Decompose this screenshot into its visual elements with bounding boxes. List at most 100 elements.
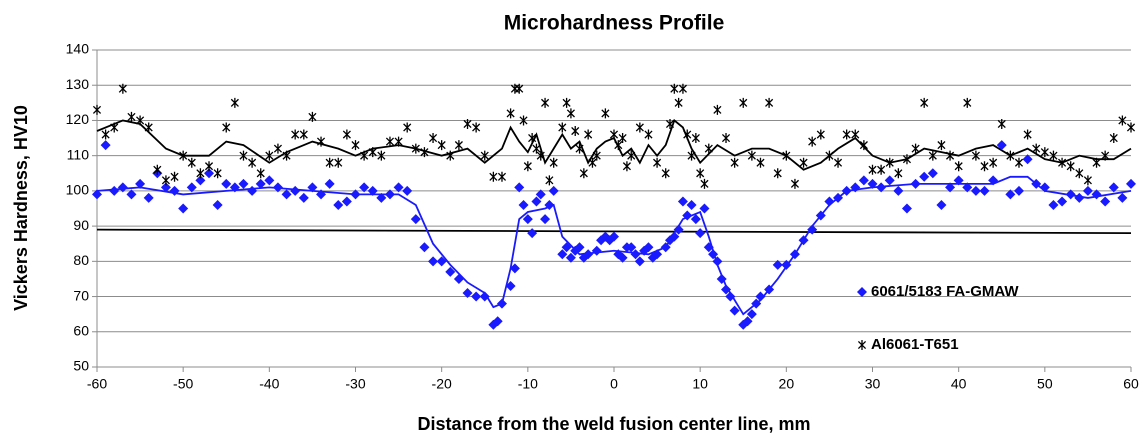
- point: [583, 249, 594, 260]
- point: [518, 199, 529, 210]
- point: [101, 129, 110, 140]
- point: [712, 256, 723, 267]
- point: [729, 305, 740, 316]
- point: [841, 185, 852, 196]
- point: [699, 203, 710, 214]
- point: [808, 136, 817, 147]
- y-tick-label: 50: [73, 358, 89, 374]
- point: [411, 143, 420, 154]
- point: [264, 175, 275, 186]
- point: [772, 259, 783, 270]
- point: [471, 291, 482, 302]
- point: [1092, 157, 1101, 168]
- point: [256, 168, 265, 179]
- point: [997, 118, 1006, 129]
- point: [1048, 199, 1059, 210]
- point: [272, 182, 283, 193]
- point: [634, 256, 645, 267]
- point: [403, 122, 412, 133]
- point: [1066, 161, 1075, 172]
- point: [962, 182, 973, 193]
- point: [928, 150, 937, 161]
- point: [462, 288, 473, 299]
- point: [509, 263, 520, 274]
- point: [627, 150, 636, 161]
- point: [402, 185, 413, 196]
- point: [110, 122, 119, 133]
- point: [437, 140, 446, 151]
- point: [273, 143, 283, 154]
- y-tick-label: 90: [73, 217, 89, 233]
- trend-line: [96, 175, 1132, 316]
- point: [153, 164, 162, 175]
- point: [765, 97, 774, 108]
- point: [690, 214, 701, 225]
- point: [674, 97, 683, 108]
- x-tick-label: 30: [865, 376, 881, 392]
- point: [954, 161, 963, 172]
- x-axis-title: Distance from the weld fusion center lin…: [417, 414, 810, 434]
- point: [548, 185, 559, 196]
- point: [492, 316, 503, 327]
- point: [696, 168, 705, 179]
- point: [1083, 175, 1092, 186]
- point: [186, 182, 197, 193]
- point: [230, 97, 239, 108]
- point: [816, 129, 825, 140]
- point: [384, 189, 395, 200]
- point: [756, 157, 765, 168]
- point: [1049, 150, 1058, 161]
- point: [661, 168, 670, 179]
- point: [558, 122, 567, 133]
- point: [617, 252, 628, 263]
- point: [169, 185, 180, 196]
- point: [700, 178, 709, 189]
- point: [480, 150, 489, 161]
- point: [970, 185, 981, 196]
- point: [282, 150, 291, 161]
- point: [531, 196, 542, 207]
- point: [545, 175, 554, 186]
- point: [536, 150, 545, 161]
- point: [325, 157, 334, 168]
- point: [92, 104, 102, 115]
- y-tick-label: 130: [66, 76, 90, 92]
- point: [248, 157, 257, 168]
- point: [601, 108, 610, 119]
- point: [789, 249, 800, 260]
- x-tick-label: 60: [1123, 376, 1139, 392]
- point: [472, 122, 481, 133]
- point: [1013, 185, 1024, 196]
- point: [798, 235, 809, 246]
- point: [571, 126, 580, 137]
- point: [920, 97, 929, 108]
- point: [673, 224, 684, 235]
- point: [1101, 150, 1110, 161]
- point: [213, 168, 222, 179]
- point: [229, 182, 240, 193]
- point: [117, 182, 128, 193]
- point: [643, 242, 654, 253]
- point: [825, 150, 834, 161]
- y-tick-label: 120: [66, 111, 90, 127]
- point: [359, 182, 370, 193]
- point: [867, 178, 878, 189]
- y-tick-label: 80: [73, 252, 89, 268]
- reference-line: [96, 228, 1132, 235]
- point: [333, 199, 344, 210]
- x-tick-label: 40: [951, 376, 967, 392]
- point: [842, 129, 851, 140]
- point: [695, 228, 706, 239]
- point: [506, 108, 515, 119]
- point: [368, 147, 377, 158]
- point: [927, 168, 938, 179]
- point: [290, 185, 301, 196]
- point: [980, 161, 989, 172]
- point: [1082, 185, 1093, 196]
- point: [549, 157, 558, 168]
- point: [739, 97, 748, 108]
- point: [746, 309, 757, 320]
- point: [367, 185, 378, 196]
- x-tick-label: -50: [173, 376, 193, 392]
- point: [187, 157, 196, 168]
